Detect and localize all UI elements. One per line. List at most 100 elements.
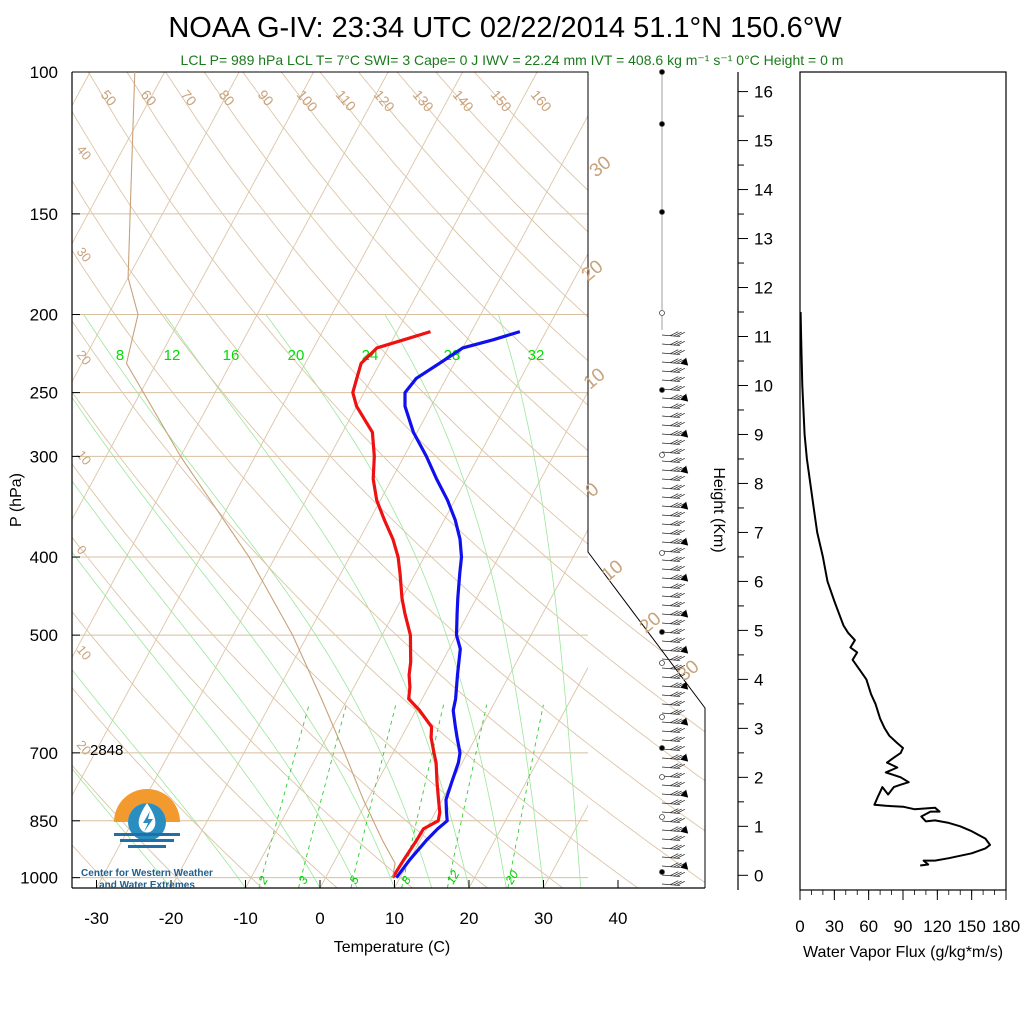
barb-flag [680,717,689,726]
barb-feather [673,574,682,580]
barb-feather [670,502,679,508]
barb-feather [670,691,679,697]
y-tick-label: 850 [30,812,58,831]
isotherm-line [319,390,588,888]
barb-feather [670,457,679,463]
barb-feather [670,664,679,670]
chart-title: NOAA G-IV: 23:34 UTC 02/22/2014 51.1°N 1… [168,12,842,44]
barb-feather [670,853,679,859]
barb-feather [670,673,679,679]
isotherm-line [72,72,166,245]
barb-feather [676,718,686,724]
barb-feather [670,790,679,796]
isotherm-label: 30 [74,244,95,265]
barb-feather [676,502,686,508]
dry-adiabat-line [165,72,705,888]
barb-calm-marker [659,69,665,75]
barb-feather [673,457,682,463]
barb-feather [673,412,682,418]
mixing-ratio-label: 20 [288,347,305,364]
barb-flag [680,357,689,366]
barb-feather [676,619,686,625]
barb-feather [676,592,686,598]
height-tick-label: 12 [754,279,773,298]
logo-text-line-2: and Water Extremes [99,880,195,891]
barb-feather [676,763,686,769]
barb-feather [670,682,679,688]
moist-adiabat-line [164,314,470,888]
barb-feather [676,709,686,715]
barb-feather [676,493,686,499]
dry-adiabat-label: 30 [586,152,616,182]
barb-feather [676,682,686,688]
barb-feather [673,817,682,823]
dry-adiabat-line [72,72,705,888]
x-tick-label: -20 [159,909,184,928]
barb-feather [670,727,679,733]
barb-feather [670,871,679,877]
barb-feather [673,844,682,850]
skew-t-boundary [72,71,706,888]
barb-feather [670,718,679,724]
barb-feather [676,466,686,472]
barb-feather [670,601,679,607]
isotherm-label: 10 [74,642,95,663]
barb-feather [676,529,686,535]
barb-feather [670,862,679,868]
y-tick-label: 150 [30,205,58,224]
barb-feather [676,385,686,391]
mixing-ratio-line [258,704,310,888]
logo-wave-1 [114,833,180,836]
barb-feather [673,502,682,508]
barb-feather [670,511,679,517]
y-tick-label: 1000 [20,869,58,888]
barb-calm-marker [659,310,665,316]
barb-feather [670,844,679,850]
barb-feather [673,493,682,499]
isotherm-label: 60 [138,87,160,109]
barb-feather [676,871,686,877]
barb-feather [670,538,679,544]
barb-feather [670,772,679,778]
barb-feather [673,700,682,706]
barb-feather [673,772,682,778]
barb-feather [673,862,682,868]
barb-feather [673,385,682,391]
barb-feather [676,835,686,841]
barb-feather [676,367,686,373]
barb-feather [673,880,682,886]
barb-feather [670,736,679,742]
flux-x-tick-label: 180 [992,917,1020,936]
height-tick-label: 15 [754,132,773,151]
barb-feather [673,826,682,832]
barb-feather [673,538,682,544]
barb-feather [676,349,686,355]
barb-feather [673,583,682,589]
barb-feather [676,547,686,553]
mixing-ratio-label: 3 [295,873,311,886]
moist-adiabat-line [265,314,507,888]
x-tick-label: 20 [460,909,479,928]
barb-feather [670,799,679,805]
y-tick-label: 700 [30,744,58,763]
barb-feather [676,745,686,751]
barb-feather [670,520,679,526]
dry-adiabat-label: 20 [578,256,608,286]
mixing-ratio-label: 12 [164,347,181,364]
barb-feather [670,430,679,436]
barb-feather [670,763,679,769]
barb-feather [676,781,686,787]
isotherm-line [170,114,588,888]
barb-feather [673,628,682,634]
mixing-ratio-label: 20 [502,868,521,888]
logo-bolt-icon [143,811,153,832]
barb-calm-marker [659,660,665,666]
isotherm-label: 80 [216,87,238,109]
barb-feather [673,664,682,670]
isotherm-label: 120 [371,87,398,115]
barb-feather [670,637,679,643]
barb-feather [673,691,682,697]
mixing-ratio-label: 16 [223,347,240,364]
skew-t-grid [72,72,588,888]
